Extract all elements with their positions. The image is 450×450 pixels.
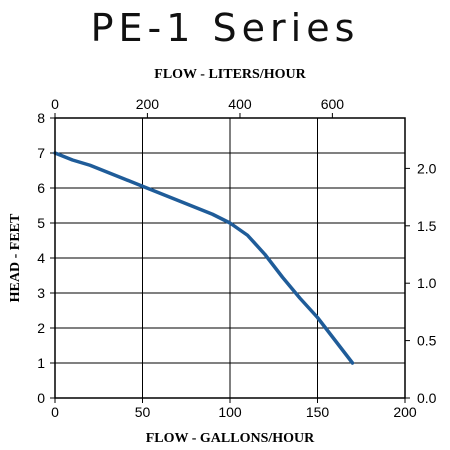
y-tick-label: 3 [37,285,45,301]
x-axis-top-title: FLOW - LITERS/HOUR [154,67,306,82]
y-right-tick-label: 2.0 [417,160,437,176]
y-right-tick-label: 1.5 [417,218,437,234]
x-top-tick-label: 200 [136,96,160,112]
y-tick-label: 0 [37,390,45,406]
y-tick-label: 6 [37,180,45,196]
y-right-tick-label: 1.0 [417,275,437,291]
x-axis-title: FLOW - GALLONS/HOUR [146,431,315,446]
y-tick-label: 4 [37,250,45,266]
chart-title: PE-1 Series [90,6,360,50]
y-axis-title: HEAD - FEET [8,213,23,302]
grid [55,118,405,398]
y-tick-label: 8 [37,110,45,126]
y-tick-label: 5 [37,215,45,231]
tick-labels: 0 50 100 150 200 0 200 400 600 0 1 2 3 4 5 6 7 8 0.0 0.5 1.0… [37,96,436,420]
y-tick-label: 2 [37,320,45,336]
x-top-tick-label: 0 [51,96,59,112]
x-tick-label: 100 [218,404,242,420]
plot-frame [54,117,406,399]
x-tick-label: 150 [306,404,330,420]
x-tick-label: 50 [135,404,151,420]
y-tick-label: 7 [37,145,45,161]
x-tick-label: 200 [393,404,417,420]
y-right-tick-label: 0.0 [417,390,437,406]
x-tick-label: 0 [51,404,59,420]
x-top-tick-label: 600 [321,96,345,112]
y-tick-label: 1 [37,355,45,371]
series-line [53,151,355,365]
series-layer [53,151,355,365]
y-right-tick-label: 0.5 [417,333,437,349]
x-top-tick-label: 400 [228,96,252,112]
